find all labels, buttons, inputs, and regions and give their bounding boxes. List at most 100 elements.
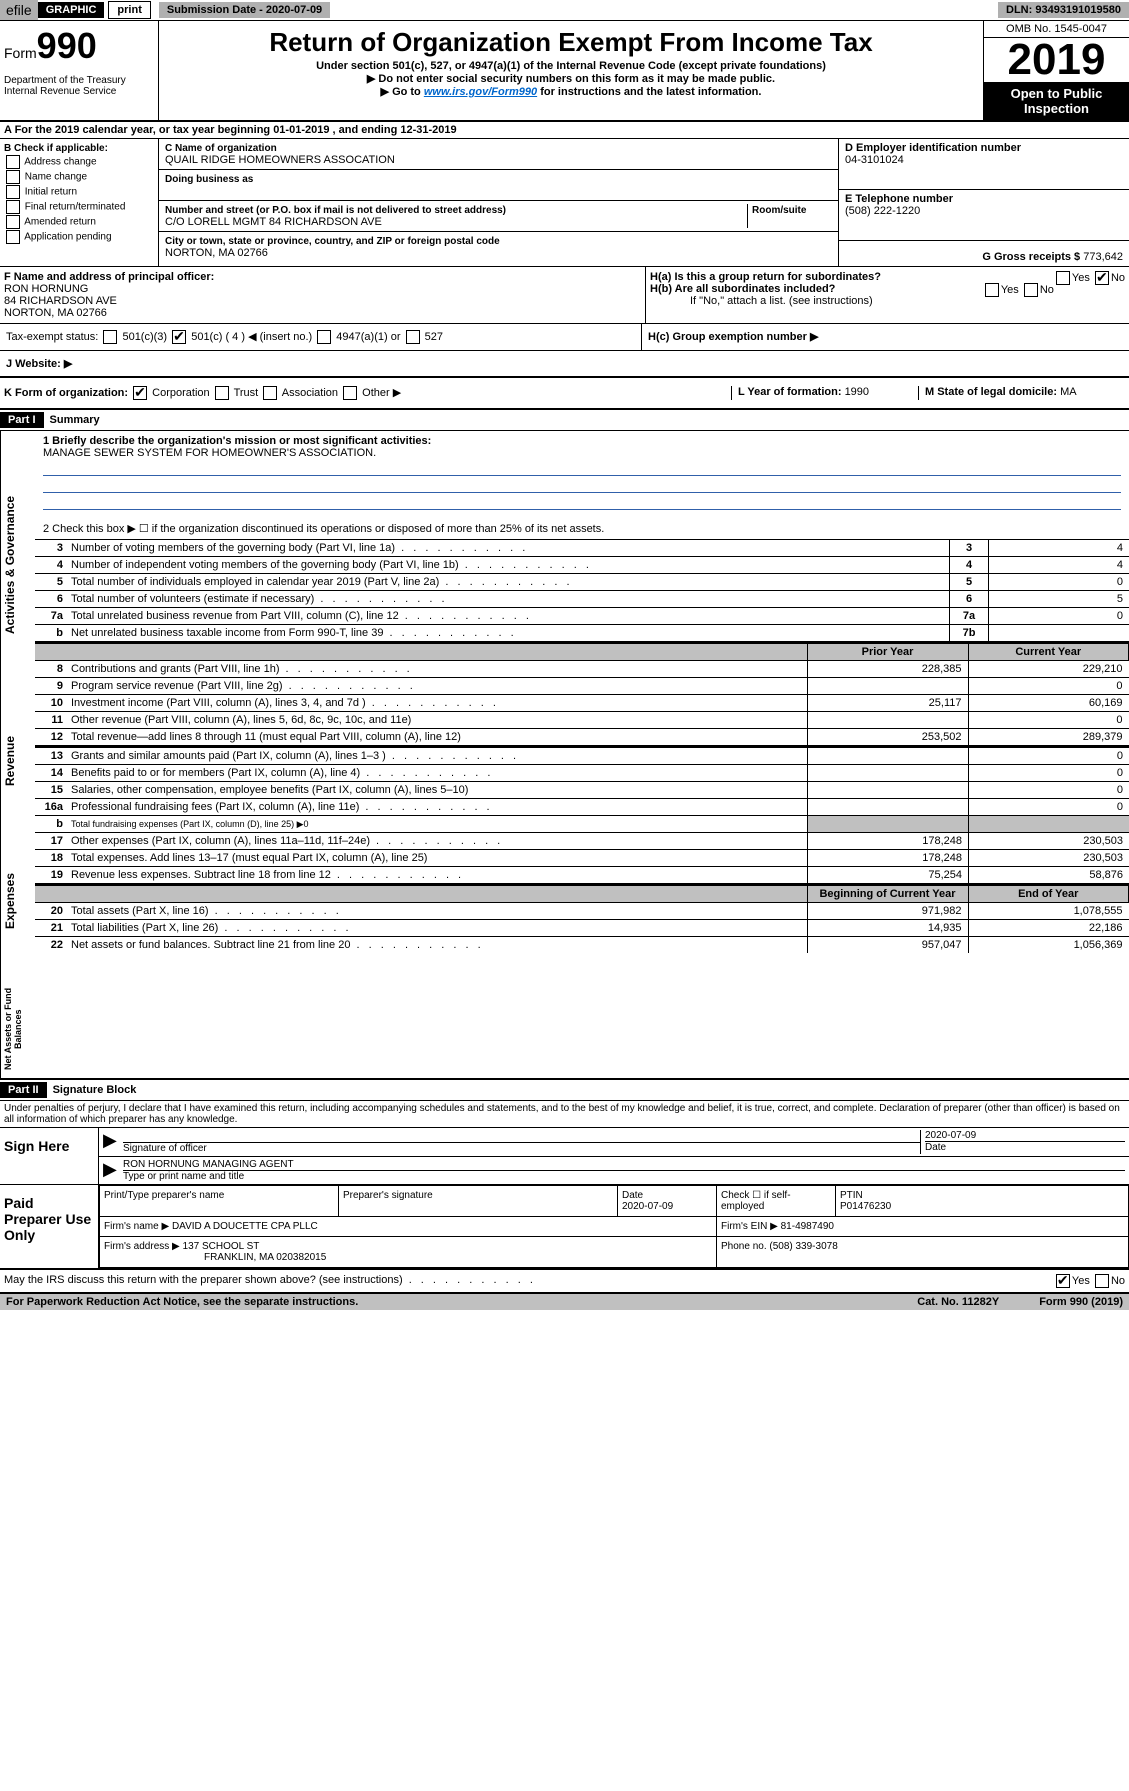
h-block: H(a) Is this a group return for subordin… [646,267,1129,323]
ha-no-cb[interactable] [1095,271,1109,285]
table-row: 20Total assets (Part X, line 16)971,9821… [35,903,1129,920]
part1-title: Part I Summary [0,410,1129,431]
cb-assoc[interactable] [263,386,277,400]
dln: DLN: 93493191019580 [998,2,1129,18]
prep-sig-h: Preparer's signature [339,1186,618,1217]
table-row: 7aTotal unrelated business revenue from … [35,608,1129,625]
col-c: C Name of organization QUAIL RIDGE HOMEO… [159,139,839,266]
room-label: Room/suite [752,205,806,216]
officer-name-row: ▶ RON HORNUNG MANAGING AGENT Type or pri… [99,1157,1129,1184]
discuss-no-cb[interactable] [1095,1274,1109,1288]
cb-trust[interactable] [215,386,229,400]
discuss-text: May the IRS discuss this return with the… [4,1274,536,1288]
subdate-label: Submission Date - [167,4,266,16]
submission-date: Submission Date - 2020-07-09 [159,2,330,18]
net-table: Beginning of Current YearEnd of Year 20T… [35,885,1129,953]
mission-block: 1 Briefly describe the organization's mi… [35,431,1129,539]
print-button[interactable]: print [108,1,150,19]
vtab-governance: Activities & Governance [0,431,35,699]
prep-name-h: Print/Type preparer's name [100,1186,339,1217]
ha-yes-cb[interactable] [1056,271,1070,285]
table-row: 19Revenue less expenses. Subtract line 1… [35,867,1129,884]
street: C/O LORELL MGMT 84 RICHARDSON AVE [165,216,382,228]
subdate-value: 2020-07-09 [266,4,322,16]
hb-row: H(b) Are all subordinates included? Yes … [650,283,1125,295]
table-row: Firm's name ▶ DAVID A DOUCETTE CPA PLLC … [100,1217,1129,1237]
self-employed: Check ☐ if self-employed [717,1186,836,1217]
phone-row: E Telephone number (508) 222-1220 [839,190,1129,241]
cb-pending[interactable]: Application pending [4,230,154,244]
table-row: 15Salaries, other compensation, employee… [35,782,1129,799]
cb-name[interactable]: Name change [4,170,154,184]
table-row: 21Total liabilities (Part X, line 26)14,… [35,920,1129,937]
paid-preparer-label: Paid Preparer Use Only [0,1185,99,1268]
dba-row: Doing business as [159,170,838,201]
sig-officer-label: Signature of officer [123,1143,207,1154]
cb-4947[interactable] [317,330,331,344]
preparer-row: Paid Preparer Use Only Print/Type prepar… [0,1185,1129,1269]
hc-block: H(c) Group exemption number ▶ [642,324,1129,350]
cb-initial[interactable]: Initial return [4,185,154,199]
part1-header: Part I [0,412,44,428]
dba-label: Doing business as [165,174,253,185]
city: NORTON, MA 02766 [165,247,268,259]
street-label: Number and street (or P.O. box if mail i… [165,205,506,216]
expense-table: 13Grants and similar amounts paid (Part … [35,747,1129,883]
tax-year: 2019 [984,38,1129,82]
table-row: bTotal fundraising expenses (Part IX, co… [35,816,1129,833]
gross-value: 773,642 [1083,251,1123,263]
hb-yes-cb[interactable] [985,283,999,297]
ein-value: 04-3101024 [845,154,904,166]
table-row: 18Total expenses. Add lines 13–17 (must … [35,850,1129,867]
firm-ein-cell: Firm's EIN ▶ 81-4987490 [717,1217,1129,1237]
table-row: Print/Type preparer's name Preparer's si… [100,1186,1129,1217]
line2: 2 Check this box ▶ ☐ if the organization… [43,522,1121,535]
discuss-yes-cb[interactable] [1056,1274,1070,1288]
col-de: D Employer identification number 04-3101… [839,139,1129,266]
end-header: End of Year [968,886,1129,903]
i-block: Tax-exempt status: 501(c)(3) 501(c) ( 4 … [0,324,642,350]
m-block: M State of legal domicile: MA [918,386,1125,400]
cb-final[interactable]: Final return/terminated [4,200,154,214]
table-row: 13Grants and similar amounts paid (Part … [35,748,1129,765]
col-b: B Check if applicable: Address change Na… [0,139,159,266]
irs-link[interactable]: www.irs.gov/Form990 [424,86,537,98]
table-row: 10Investment income (Part VIII, column (… [35,695,1129,712]
graphic-label: GRAPHIC [38,2,105,18]
gross-row: G Gross receipts $ 773,642 [839,241,1129,266]
subtitle-2: ▶ Do not enter social security numbers o… [163,72,979,85]
table-row: 8Contributions and grants (Part VIII, li… [35,661,1129,678]
ha-label: H(a) Is this a group return for subordin… [650,271,881,283]
hb-no-cb[interactable] [1024,283,1038,297]
part1-title-text: Summary [50,414,100,426]
begin-header: Beginning of Current Year [807,886,968,903]
cb-amended[interactable]: Amended return [4,215,154,229]
cb-corp[interactable] [133,386,147,400]
table-row: 17Other expenses (Part IX, column (A), l… [35,833,1129,850]
sig-date: 2020-07-09 [925,1130,1125,1142]
ptin-cell: PTINP01476230 [836,1186,1129,1217]
cb-527[interactable] [406,330,420,344]
street-row: Number and street (or P.O. box if mail i… [159,201,838,232]
phone-label: E Telephone number [845,193,953,205]
form-num: 990 [37,25,97,66]
l-label: L Year of formation: [738,386,845,398]
mission-line [43,461,1121,476]
cb-address[interactable]: Address change [4,155,154,169]
prep-date-cell: Date2020-07-09 [618,1186,717,1217]
officer-addr1: 84 RICHARDSON AVE [4,295,641,307]
sig-content: ▶ Signature of officer 2020-07-09 Date ▶… [99,1128,1129,1184]
cb-other[interactable] [343,386,357,400]
sub3-post: for instructions and the latest informat… [537,86,761,98]
preparer-table: Print/Type preparer's name Preparer's si… [99,1185,1129,1268]
cb-501c[interactable] [172,330,186,344]
cb-501c3[interactable] [103,330,117,344]
officer-typed-name: RON HORNUNG MANAGING AGENT [123,1159,1125,1171]
line1-label: 1 Briefly describe the organization's mi… [43,435,1121,447]
vtab-revenue: Revenue [0,699,35,822]
table-row: 12Total revenue—add lines 8 through 11 (… [35,729,1129,746]
firm-phone-cell: Phone no. (508) 339-3078 [717,1237,1129,1268]
form-footer: Form 990 (2019) [1039,1296,1123,1308]
arrow-icon: ▶ [103,1130,123,1154]
mission-text: MANAGE SEWER SYSTEM FOR HOMEOWNER'S ASSO… [43,447,1121,459]
